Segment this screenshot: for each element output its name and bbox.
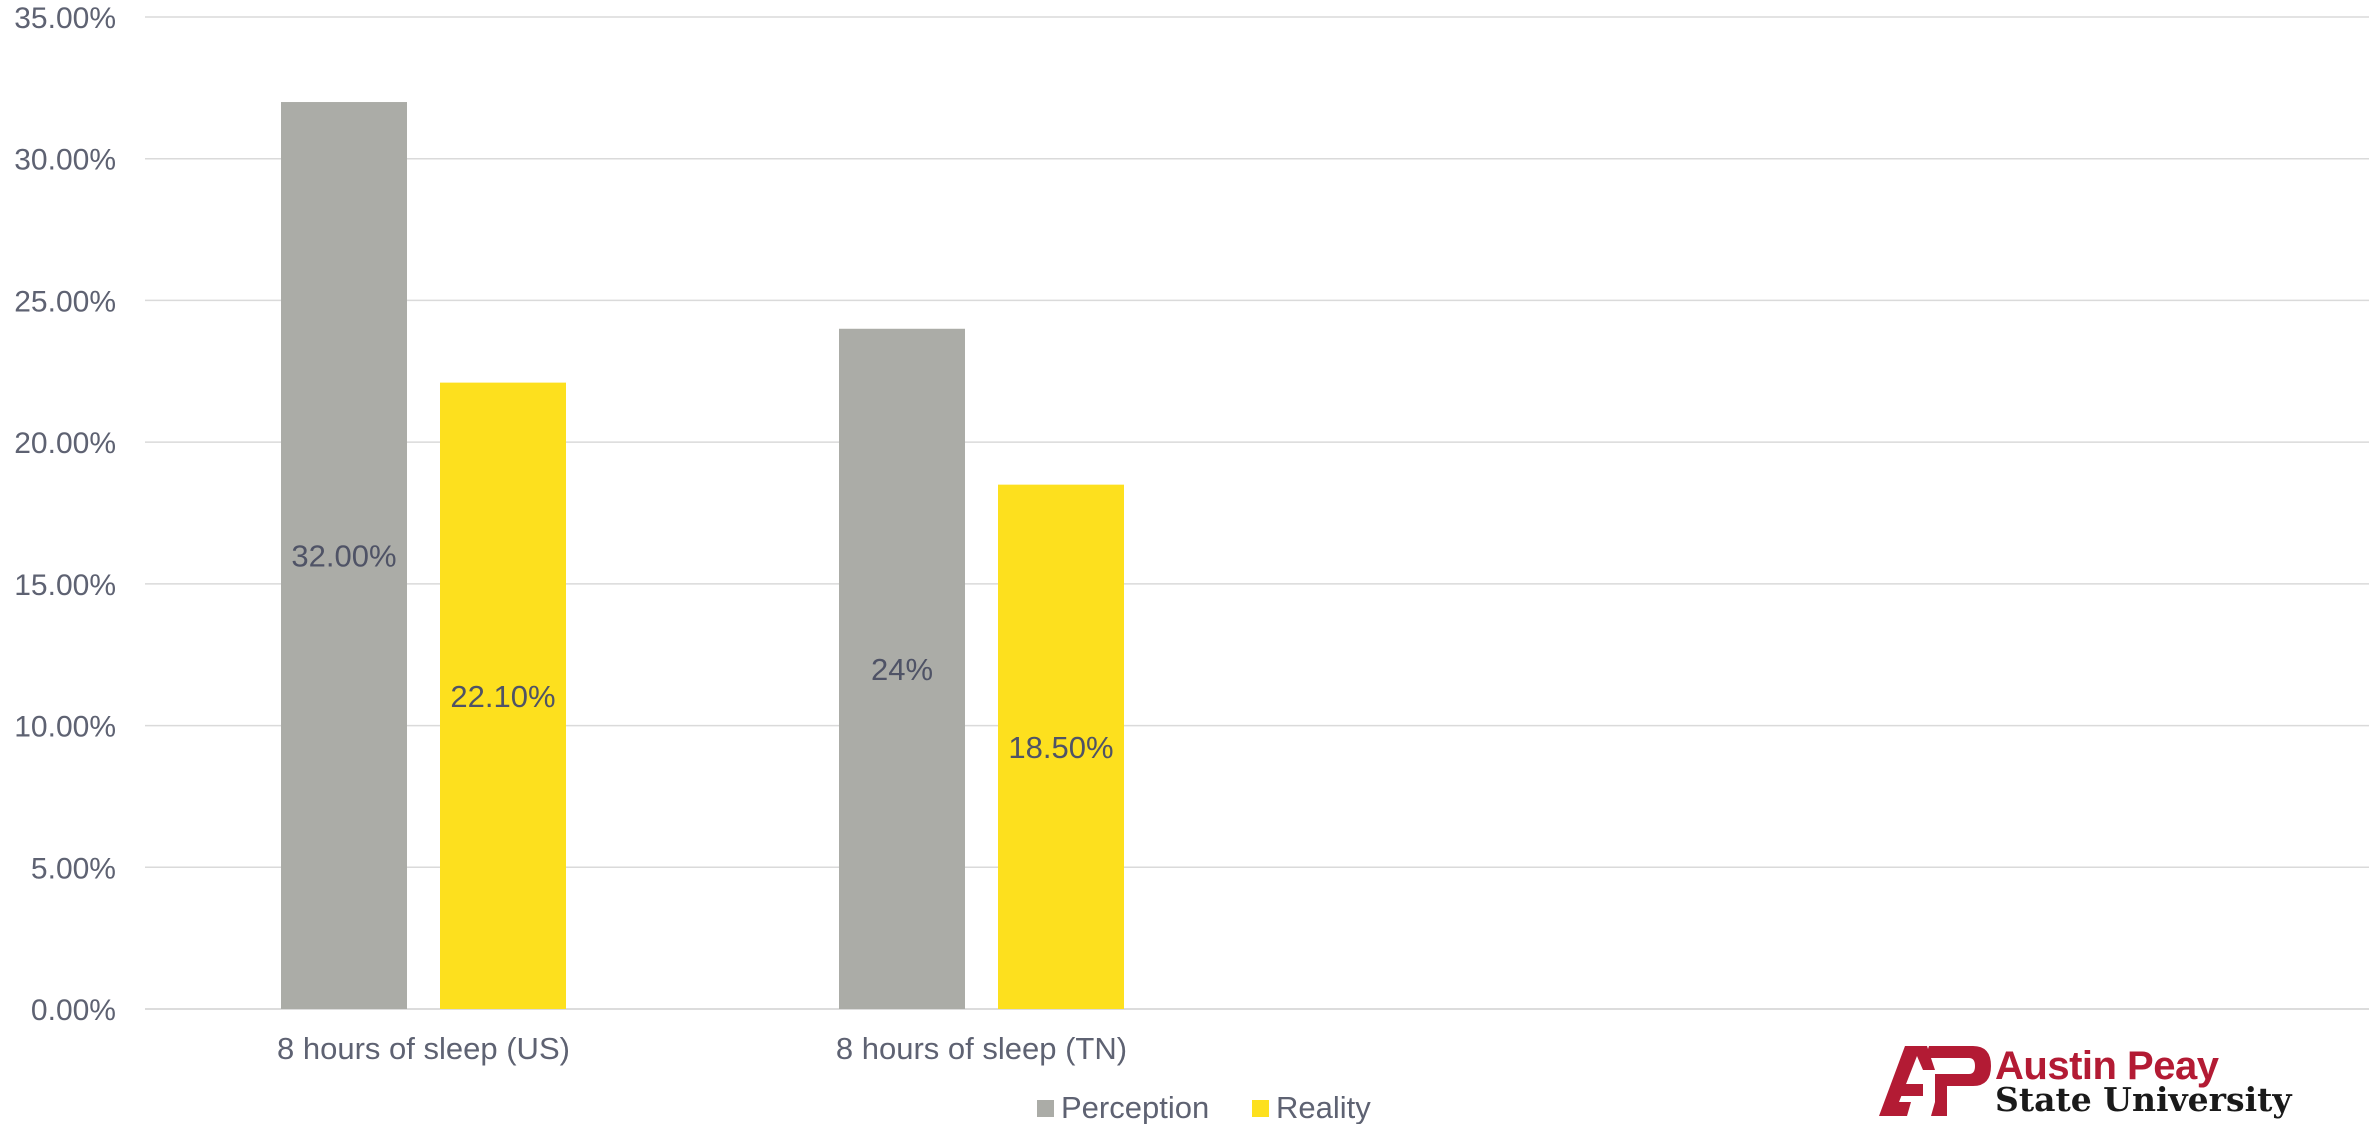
x-category-label: 8 hours of sleep (US) xyxy=(277,1031,570,1066)
legend-swatch-perception xyxy=(1037,1100,1054,1117)
y-tick-label: 0.00% xyxy=(31,994,116,1027)
legend-label-reality: Reality xyxy=(1276,1090,1371,1124)
y-tick-label: 30.00% xyxy=(14,144,116,177)
data-label: 22.10% xyxy=(450,679,555,714)
logo-line-2: State University xyxy=(1995,1080,2292,1119)
data-label: 32.00% xyxy=(291,539,396,574)
bar-reality-1 xyxy=(440,382,566,1009)
legend-label-perception: Perception xyxy=(1061,1090,1209,1124)
bar-perception-1 xyxy=(281,102,407,1010)
ap-logo-mark xyxy=(1879,1046,1991,1116)
data-label: 24% xyxy=(871,652,933,687)
data-label: 18.50% xyxy=(1008,730,1113,765)
y-tick-label: 10.00% xyxy=(14,711,116,744)
y-tick-label: 5.00% xyxy=(31,852,116,885)
bars xyxy=(281,102,1124,1010)
y-tick-label: 20.00% xyxy=(14,427,116,460)
bar-perception-2 xyxy=(839,328,965,1009)
legend: Perception Reality xyxy=(1037,1090,1371,1124)
data-labels: 32.00% 22.10% 24% 18.50% xyxy=(291,539,1113,765)
y-tick-label: 35.00% xyxy=(14,2,116,35)
x-category-label: 8 hours of sleep (TN) xyxy=(836,1031,1127,1066)
logo-line-1: Austin Peay xyxy=(1995,1044,2219,1088)
university-logo: Austin Peay State University xyxy=(1875,1040,2295,1120)
y-tick-label: 15.00% xyxy=(14,569,116,602)
y-tick-label: 25.00% xyxy=(14,285,116,318)
legend-swatch-reality xyxy=(1252,1100,1269,1117)
x-axis-labels: 8 hours of sleep (US) 8 hours of sleep (T… xyxy=(277,1031,1127,1066)
bar-reality-2 xyxy=(998,484,1124,1010)
y-axis-labels: 0.00% 5.00% 10.00% 15.00% 20.00% 25.00% 30.00%… xyxy=(14,2,116,1027)
